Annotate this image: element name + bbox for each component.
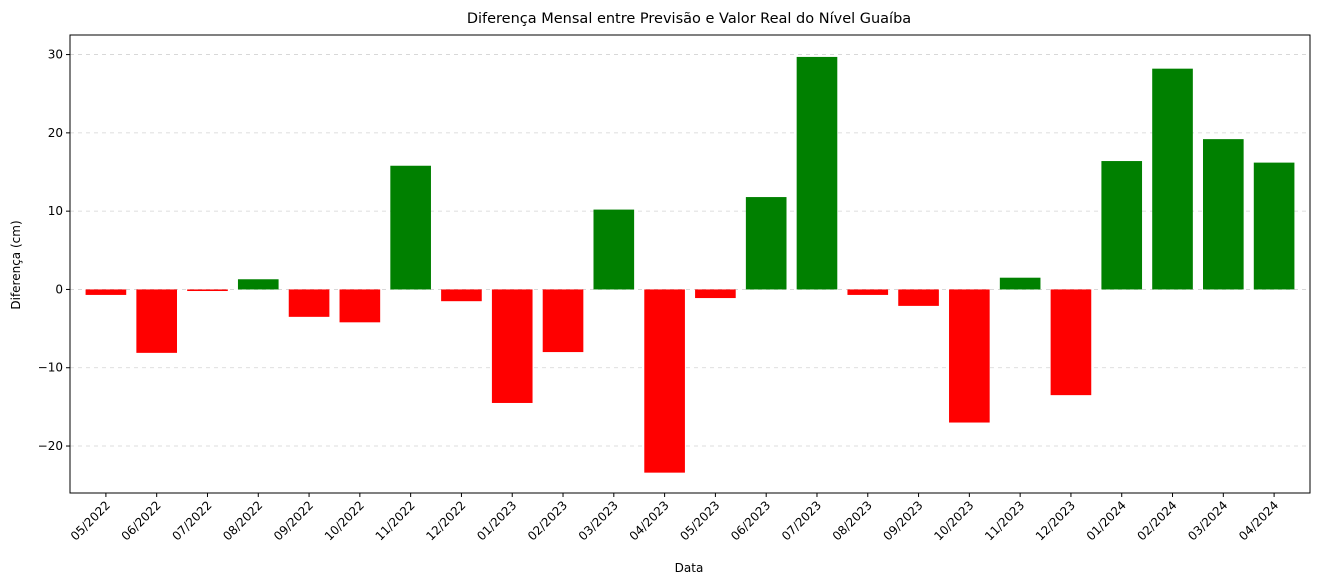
bars-layer xyxy=(85,56,1295,473)
bar-03-2024 xyxy=(1202,139,1244,290)
bar-10-2023 xyxy=(949,289,990,423)
bar-01-2024 xyxy=(1101,161,1143,290)
y-tick-label: 30 xyxy=(48,48,63,62)
y-tick-label: 10 xyxy=(48,204,63,218)
x-tick-label: 11/2022 xyxy=(373,498,418,543)
bar-12-2022 xyxy=(441,289,482,302)
x-tick-label: 03/2024 xyxy=(1185,498,1230,543)
x-tick-label: 03/2023 xyxy=(576,498,621,543)
y-tick-label: −10 xyxy=(38,361,63,375)
bar-05-2023 xyxy=(695,289,736,299)
x-tick-label: 02/2024 xyxy=(1134,498,1179,543)
chart-title: Diferença Mensal entre Previsão e Valor … xyxy=(467,11,911,27)
bar-08-2023 xyxy=(847,289,889,295)
y-tick-label: 20 xyxy=(48,126,63,140)
x-tick-label: 08/2022 xyxy=(220,498,265,543)
x-tick-label: 05/2023 xyxy=(677,498,722,543)
bar-04-2023 xyxy=(644,289,685,473)
bar-02-2023 xyxy=(542,289,584,353)
bar-04-2024 xyxy=(1253,162,1295,290)
x-tick-label: 07/2023 xyxy=(779,498,824,543)
bar-09-2023 xyxy=(898,289,939,306)
bar-09-2022 xyxy=(288,289,330,317)
x-tick-label: 04/2023 xyxy=(627,498,672,543)
x-tick-label: 11/2023 xyxy=(982,498,1027,543)
x-tick-label: 12/2023 xyxy=(1033,498,1078,543)
x-tick-label: 04/2024 xyxy=(1236,498,1281,543)
x-tick-label: 01/2024 xyxy=(1084,498,1129,543)
bar-06-2023 xyxy=(745,197,787,290)
bar-07-2023 xyxy=(796,56,838,290)
x-tick-label: 10/2023 xyxy=(931,498,976,543)
x-tick-label: 07/2022 xyxy=(169,498,214,543)
bar-10-2022 xyxy=(339,289,381,323)
bar-02-2024 xyxy=(1152,68,1193,290)
x-tick-label: 08/2023 xyxy=(830,498,875,543)
x-tick-label: 01/2023 xyxy=(474,498,519,543)
x-tick-label: 12/2022 xyxy=(423,498,468,543)
x-tick-label: 06/2022 xyxy=(119,498,164,543)
y-axis-label: Diferença (cm) xyxy=(9,220,23,309)
bar-01-2023 xyxy=(491,289,533,403)
bar-07-2022 xyxy=(187,289,228,292)
x-axis-label: Data xyxy=(675,561,704,575)
x-tick-label: 06/2023 xyxy=(728,498,773,543)
bar-12-2023 xyxy=(1050,289,1092,396)
plot-frame xyxy=(69,34,1311,494)
bar-11-2023 xyxy=(999,277,1041,290)
y-tick-label: −20 xyxy=(38,439,63,453)
x-tick-label: 02/2023 xyxy=(525,498,570,543)
bar-06-2022 xyxy=(136,289,178,353)
x-tick-label: 09/2022 xyxy=(271,498,316,543)
y-tick-label: 0 xyxy=(55,282,63,296)
x-tick-label: 05/2022 xyxy=(68,498,113,543)
bar-03-2023 xyxy=(593,209,635,290)
x-tick-label: 10/2022 xyxy=(322,498,367,543)
bar-08-2022 xyxy=(237,279,279,290)
x-tick-label: 09/2023 xyxy=(881,498,926,543)
bar-05-2022 xyxy=(85,289,127,295)
bar-11-2022 xyxy=(390,165,431,290)
